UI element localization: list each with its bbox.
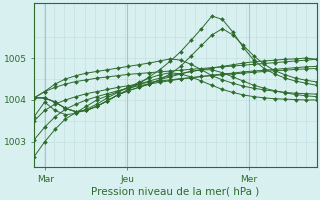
X-axis label: Pression niveau de la mer( hPa ): Pression niveau de la mer( hPa )	[91, 187, 260, 197]
